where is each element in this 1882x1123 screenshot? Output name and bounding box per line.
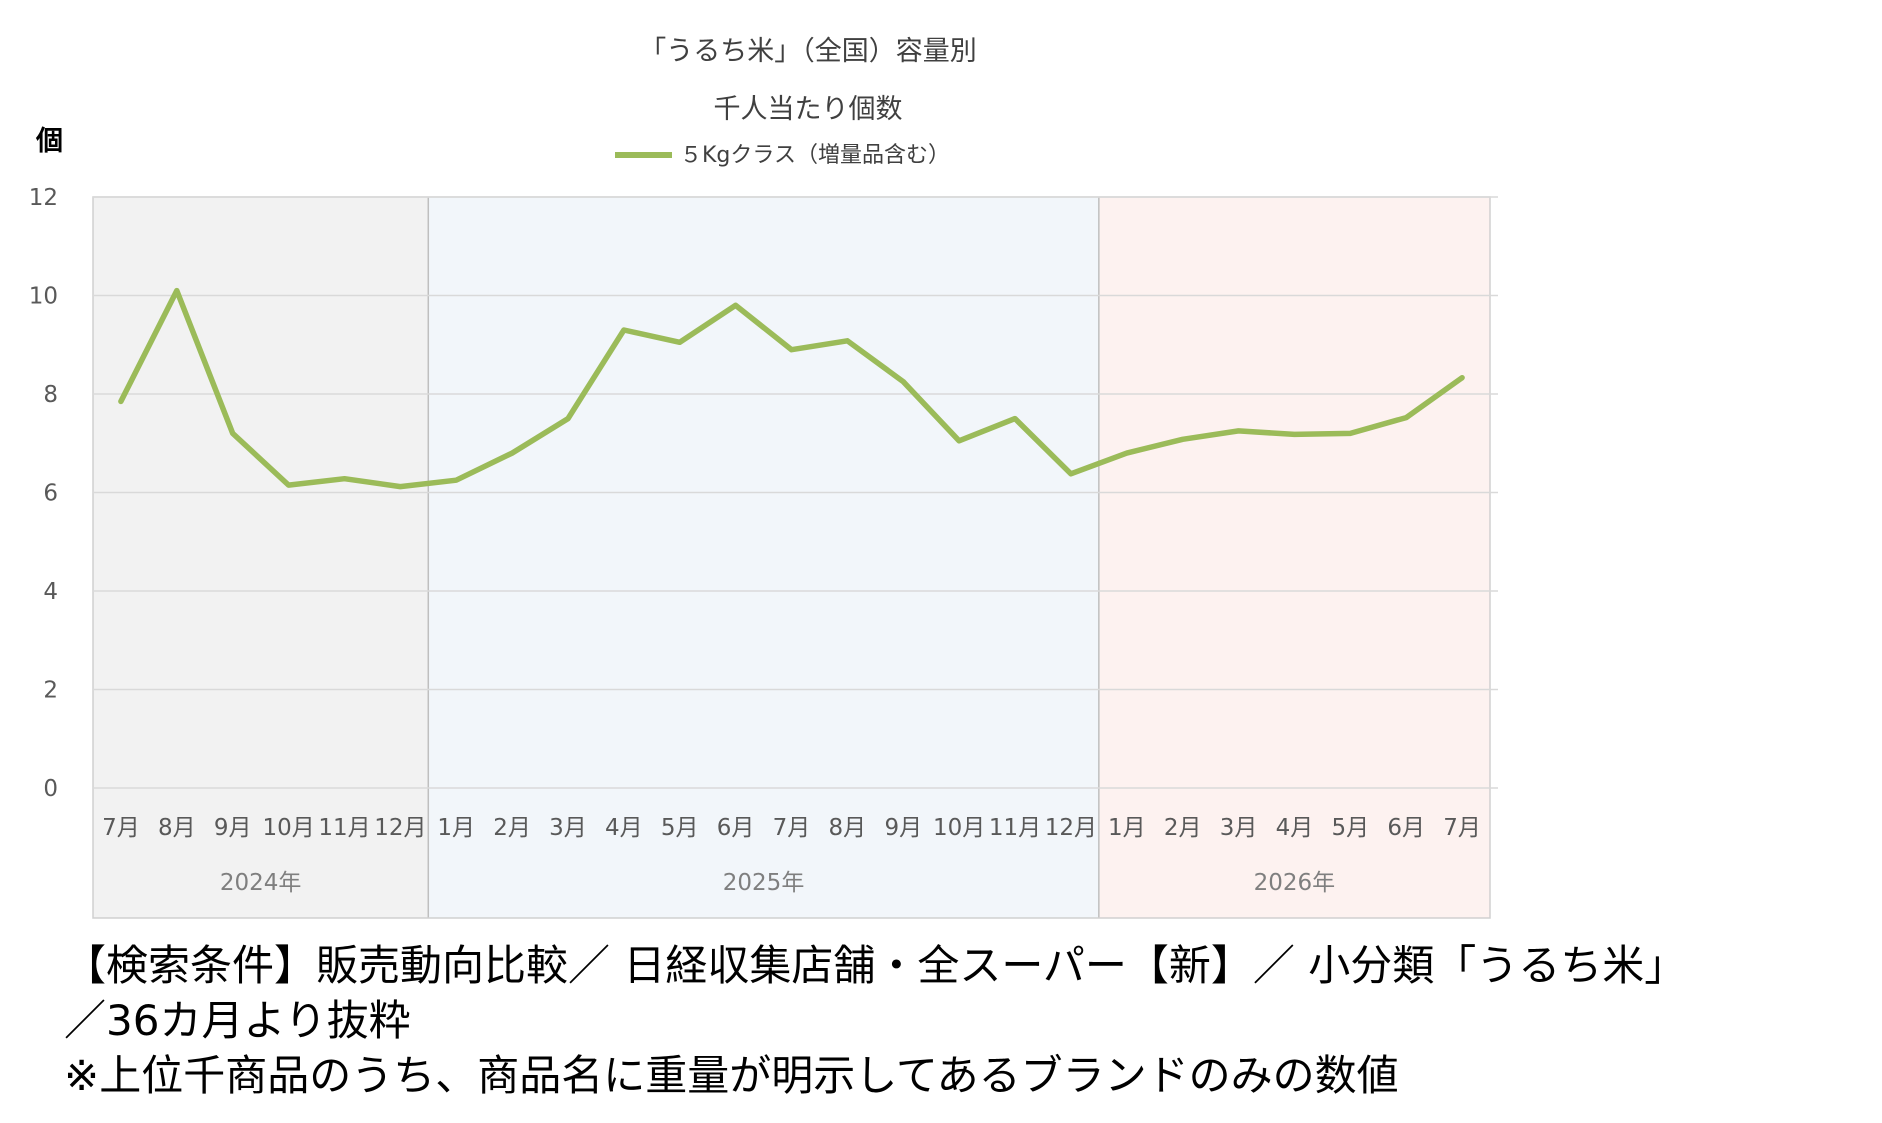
x-axis-month-labels: 7月 8月 9月 10月 11月 12月 1月 2月 3月 4月 5月 6月 7月 8月 9月 10月 11月 1… xyxy=(102,815,1481,841)
x-tick-label: 6月 xyxy=(717,815,755,841)
legend-label: ５Kgクラス（増量品含む） xyxy=(680,143,950,168)
year-label-0: 2024年 xyxy=(220,870,302,896)
y-tick-label: 4 xyxy=(43,579,58,605)
x-tick-label: 5月 xyxy=(661,815,699,841)
x-tick-label: 7月 xyxy=(1443,815,1481,841)
series-line-0 xyxy=(118,287,1465,490)
year-band-1 xyxy=(428,197,1099,918)
y-tick-label: 8 xyxy=(43,382,58,408)
year-background-bands xyxy=(92,196,1491,919)
x-axis-year-labels: 2024年 2025年 2026年 xyxy=(220,870,1335,896)
x-tick-label: 12月 xyxy=(374,815,426,841)
x-tick-label: 5月 xyxy=(1331,815,1369,841)
x-tick-label: 10月 xyxy=(262,815,314,841)
x-tick-label: 8月 xyxy=(829,815,867,841)
chart-title: 「うるち米」（全国）容量別 xyxy=(639,36,977,67)
y-tick-label: 6 xyxy=(43,481,58,507)
x-tick-label: 1月 xyxy=(437,815,475,841)
x-tick-label: 7月 xyxy=(102,815,140,841)
x-tick-label: 10月 xyxy=(933,815,985,841)
x-tick-label: 11月 xyxy=(318,815,370,841)
x-tick-label: 8月 xyxy=(158,815,196,841)
y-axis-tick-labels: 0 2 4 6 8 10 12 xyxy=(29,185,58,802)
x-tick-label: 1月 xyxy=(1108,815,1146,841)
x-tick-label: 2月 xyxy=(493,815,531,841)
y-tick-label: 0 xyxy=(43,776,58,802)
year-band-0 xyxy=(93,197,429,918)
legend: ５Kgクラス（増量品含む） xyxy=(615,143,950,168)
footnote: ※上位千商品のうち、商品名に重量が明示してあるブランドのみの数値 xyxy=(64,1051,1399,1100)
chart-subtitle: 千人当たり個数 xyxy=(714,94,903,125)
x-tick-label: 4月 xyxy=(605,815,643,841)
year-label-2: 2026年 xyxy=(1254,870,1336,896)
x-tick-label: 11月 xyxy=(989,815,1041,841)
gridlines xyxy=(93,196,1498,789)
search-condition-line-2: ／36カ月より抜粋 xyxy=(64,996,411,1045)
year-label-1: 2025年 xyxy=(723,870,805,896)
search-condition-line-1: 【検索条件】販売動向比較／ 日経収集店舗・全スーパー【新】／ 小分類「うるち米」 xyxy=(64,941,1687,990)
x-tick-label: 12月 xyxy=(1045,815,1097,841)
x-tick-label: 7月 xyxy=(773,815,811,841)
x-tick-label: 4月 xyxy=(1276,815,1314,841)
x-tick-label: 3月 xyxy=(549,815,587,841)
x-tick-label: 9月 xyxy=(214,815,252,841)
series-lines xyxy=(118,287,1465,490)
x-tick-label: 9月 xyxy=(884,815,922,841)
x-tick-label: 3月 xyxy=(1220,815,1258,841)
y-tick-label: 2 xyxy=(43,678,58,704)
x-tick-label: 2月 xyxy=(1164,815,1202,841)
year-band-2 xyxy=(1098,197,1490,918)
y-axis-unit-label: 個 xyxy=(35,126,63,157)
x-tick-label: 6月 xyxy=(1387,815,1425,841)
y-tick-label: 12 xyxy=(29,185,58,211)
y-tick-label: 10 xyxy=(29,284,58,310)
